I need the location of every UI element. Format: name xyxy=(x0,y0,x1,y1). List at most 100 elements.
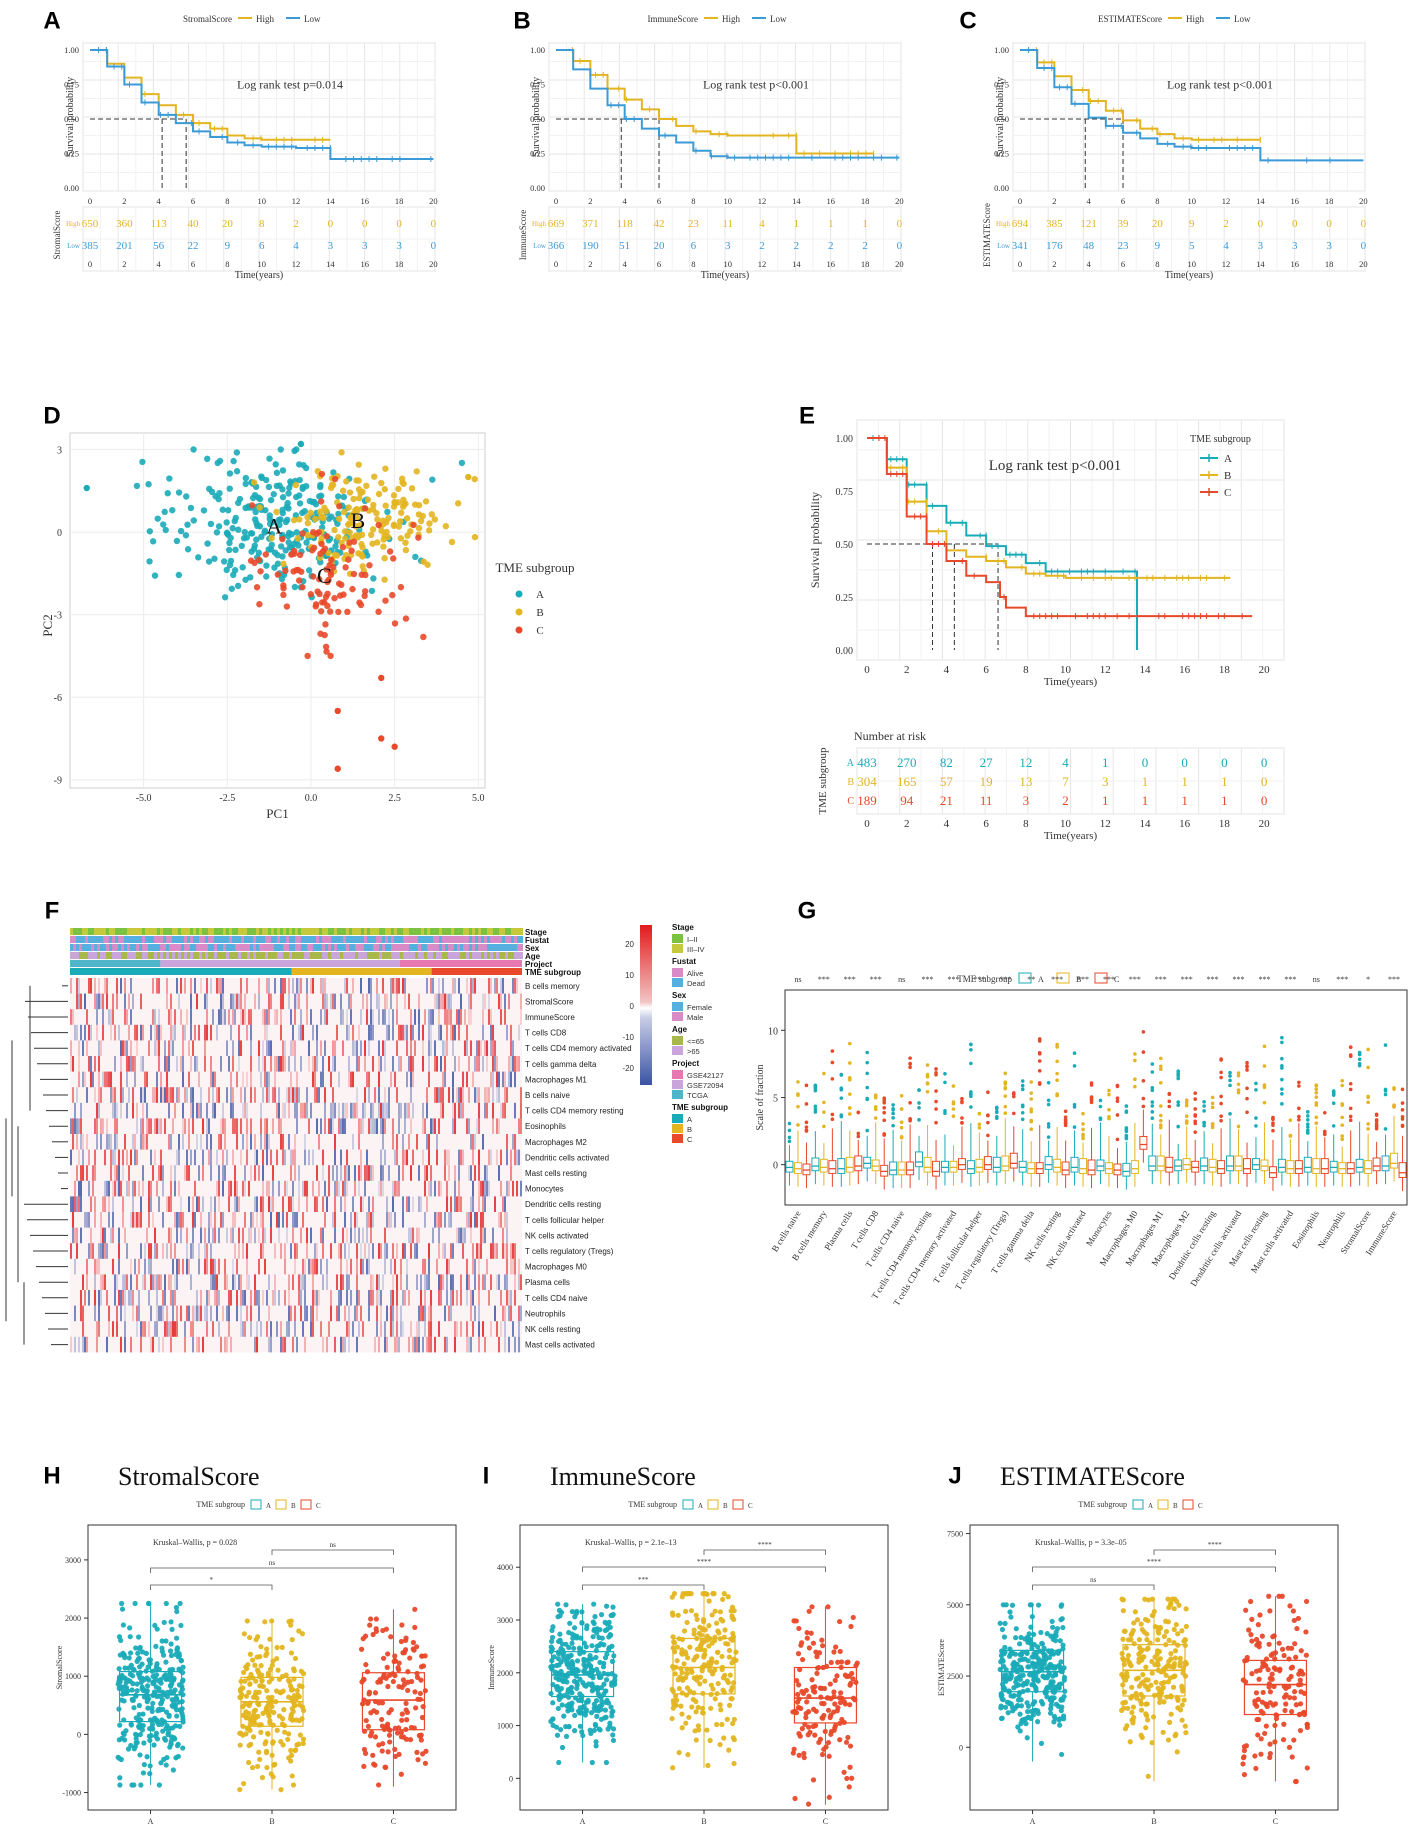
point-A xyxy=(223,519,230,526)
heatmap-cell xyxy=(458,1149,460,1166)
heatmap-cell xyxy=(392,1243,394,1259)
heatmap-cell xyxy=(210,1056,212,1072)
annotation-cell xyxy=(382,944,385,951)
box xyxy=(1329,1160,1338,1173)
legend-swatch xyxy=(672,1002,683,1011)
risk-count: 118 xyxy=(617,218,634,230)
outlier-point xyxy=(787,1128,792,1133)
heatmap-cell xyxy=(214,1227,216,1244)
x-tick-label: 2.5 xyxy=(388,793,401,804)
y-tick-label: 0.25 xyxy=(530,149,545,159)
point-B xyxy=(408,485,416,492)
legend-swatch-A xyxy=(250,1499,262,1510)
annotation-cell xyxy=(190,928,193,935)
y-axis-label: PC2 xyxy=(40,614,55,636)
heatmap-cell xyxy=(388,1024,390,1041)
heatmap-cell xyxy=(100,1118,102,1134)
heatmap-cell xyxy=(442,1071,444,1088)
heatmap-cell xyxy=(320,1118,322,1134)
box xyxy=(1346,1162,1355,1174)
heatmap-cell xyxy=(234,1274,236,1290)
point-B xyxy=(343,478,350,485)
heatmap-cell xyxy=(154,1040,156,1056)
heatmap-cell xyxy=(146,1227,148,1244)
legend-label: A xyxy=(687,1115,692,1124)
outlier-point xyxy=(1055,1078,1059,1082)
significance-label: *** xyxy=(818,975,830,984)
heatmap-cell xyxy=(142,1165,144,1181)
jitter-point-A xyxy=(119,1600,125,1607)
point-C xyxy=(366,562,373,569)
annotation-cell xyxy=(154,944,157,951)
outlier-point xyxy=(986,1090,990,1094)
outlier-point xyxy=(1383,1092,1388,1097)
risk-count: 94 xyxy=(900,793,914,808)
annotation-cell xyxy=(466,944,469,951)
risk-x-tick: 0 xyxy=(864,818,870,830)
box xyxy=(1251,1158,1260,1170)
heatmap-cell xyxy=(264,1134,266,1150)
heatmap-cell xyxy=(268,1087,270,1103)
heatmap-cell xyxy=(126,1056,128,1072)
heatmap-cell xyxy=(356,1056,358,1072)
heatmap-cell xyxy=(484,1087,486,1103)
heatmap-cell xyxy=(290,1071,292,1088)
point-C xyxy=(312,603,319,610)
heatmap-cell xyxy=(346,1102,348,1119)
annotation-cell xyxy=(160,936,163,943)
annotation-cell xyxy=(292,928,295,935)
heatmap-cell xyxy=(478,1196,480,1212)
heatmap-cell xyxy=(506,1274,508,1290)
outlier-point xyxy=(882,1101,887,1105)
annotation-cell xyxy=(256,952,259,959)
heatmap-cell xyxy=(378,1040,380,1056)
heatmap-cell xyxy=(324,1040,326,1056)
annotation-cell xyxy=(337,936,340,943)
heatmap-cell xyxy=(312,1056,314,1072)
outlier-point xyxy=(796,1104,800,1109)
heatmap-cell xyxy=(204,1258,206,1275)
heatmap-cell xyxy=(228,1196,230,1212)
heatmap-cell xyxy=(410,1165,412,1181)
heatmap-cell xyxy=(384,1009,386,1025)
annotation-cell xyxy=(100,944,103,951)
point-A xyxy=(162,526,169,534)
heatmap-cell xyxy=(410,1118,412,1134)
significance-label: *** xyxy=(1077,975,1089,984)
outlier-point xyxy=(1254,1088,1258,1092)
point-B xyxy=(400,480,407,488)
heatmap-cell xyxy=(150,1196,152,1212)
box xyxy=(1044,1156,1053,1170)
x-tick-label: 6 xyxy=(657,196,661,206)
heatmap-cell xyxy=(316,1258,318,1275)
heatmap-cell xyxy=(80,1024,82,1041)
heatmap-cell xyxy=(242,1290,244,1306)
heatmap-cell xyxy=(240,1087,242,1103)
heatmap-cell xyxy=(386,1243,388,1259)
heatmap-row-label: Mast cells resting xyxy=(525,1169,587,1178)
jitter-point-A xyxy=(131,1782,137,1788)
annotation-cell xyxy=(196,928,199,935)
heatmap-cell xyxy=(122,1149,124,1166)
heatmap-cell xyxy=(138,1258,140,1275)
risk-count: 304 xyxy=(857,774,877,789)
y-tick-label: 0.00 xyxy=(530,183,545,193)
heatmap-cell xyxy=(416,1336,418,1353)
x-tick-label: B xyxy=(269,1817,274,1825)
annotation-cell xyxy=(517,936,520,943)
annotation-cell xyxy=(457,928,460,935)
heatmap-cell xyxy=(344,978,346,994)
point-A xyxy=(247,530,255,537)
annotation-cell xyxy=(97,928,100,935)
annotation-cell xyxy=(454,936,457,943)
heatmap-cell xyxy=(240,1274,242,1290)
heatmap-cell xyxy=(232,1274,234,1290)
annotation-cell xyxy=(307,952,310,959)
outlier-point xyxy=(1305,1122,1310,1126)
annotation-cell xyxy=(178,944,181,951)
risk-x-label: Time(years) xyxy=(235,270,284,281)
heatmap-cell xyxy=(284,1102,286,1119)
heatmap-cell xyxy=(500,1009,502,1025)
heatmap-cell xyxy=(302,1321,304,1337)
heatmap-cell xyxy=(474,1258,476,1275)
